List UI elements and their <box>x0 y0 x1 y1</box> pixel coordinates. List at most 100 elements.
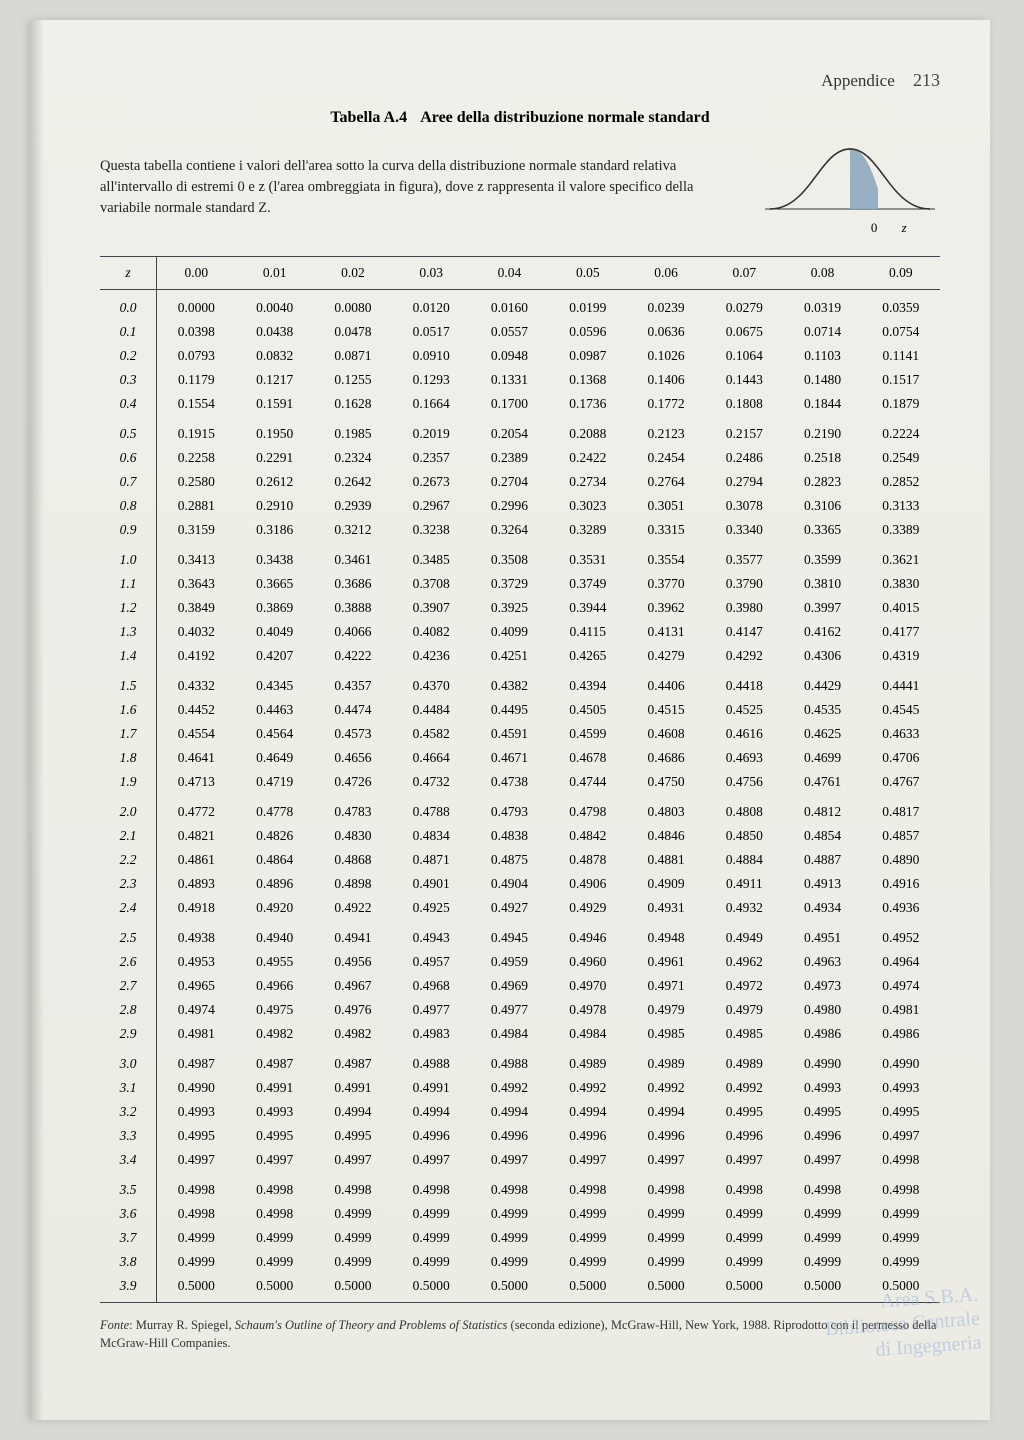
z-cell: 0.0319 <box>783 290 861 321</box>
z-cell: 0.0754 <box>862 320 940 344</box>
z-cell: 0.4744 <box>549 770 627 794</box>
z-cell: 0.4406 <box>627 668 705 698</box>
z-cell: 0.4981 <box>862 998 940 1022</box>
col-header-cell: 0.05 <box>549 257 627 290</box>
z-cell: 0.1664 <box>392 392 470 416</box>
z-cell: 0.4987 <box>314 1046 392 1076</box>
z-cell: 0.4357 <box>314 668 392 698</box>
z-cell: 0.4927 <box>470 896 548 920</box>
z-cell: 0.4964 <box>862 950 940 974</box>
z-cell: 0.4803 <box>627 794 705 824</box>
z-cell: 0.4599 <box>549 722 627 746</box>
z-cell: 0.1736 <box>549 392 627 416</box>
z-cell: 0.2764 <box>627 470 705 494</box>
z-cell: 0.4826 <box>236 824 314 848</box>
z-cell: 0.3485 <box>392 542 470 572</box>
z-cell: 0.4922 <box>314 896 392 920</box>
z-row-label: 3.4 <box>100 1148 157 1172</box>
table-row: 0.80.28810.29100.29390.29670.29960.30230… <box>100 494 940 518</box>
z-cell: 0.3289 <box>549 518 627 542</box>
z-cell: 0.4929 <box>549 896 627 920</box>
z-cell: 0.3830 <box>862 572 940 596</box>
table-row: 0.90.31590.31860.32120.32380.32640.32890… <box>100 518 940 542</box>
z-cell: 0.4857 <box>862 824 940 848</box>
z-cell: 0.3577 <box>705 542 783 572</box>
appendix-label: Appendice <box>821 71 895 90</box>
z-cell: 0.4984 <box>470 1022 548 1046</box>
z-cell: 0.4986 <box>783 1022 861 1046</box>
col-header-cell: 0.04 <box>470 257 548 290</box>
col-header-cell: 0.06 <box>627 257 705 290</box>
z-cell: 0.4983 <box>392 1022 470 1046</box>
z-cell: 0.1179 <box>157 368 236 392</box>
z-cell: 0.3186 <box>236 518 314 542</box>
z-cell: 0.0438 <box>236 320 314 344</box>
z-cell: 0.3365 <box>783 518 861 542</box>
z-cell: 0.4988 <box>392 1046 470 1076</box>
z-cell: 0.4906 <box>549 872 627 896</box>
z-cell: 0.4545 <box>862 698 940 722</box>
page-number: 213 <box>913 70 940 90</box>
z-cell: 0.4999 <box>392 1202 470 1226</box>
z-cell: 0.4998 <box>392 1172 470 1202</box>
z-cell: 0.4999 <box>627 1226 705 1250</box>
z-cell: 0.4916 <box>862 872 940 896</box>
z-cell: 0.4999 <box>314 1202 392 1226</box>
z-cell: 0.1217 <box>236 368 314 392</box>
z-cell: 0.3315 <box>627 518 705 542</box>
z-row-label: 2.4 <box>100 896 157 920</box>
z-cell: 0.2794 <box>705 470 783 494</box>
z-cell: 0.4998 <box>705 1172 783 1202</box>
z-cell: 0.4979 <box>627 998 705 1022</box>
z-cell: 0.4991 <box>314 1076 392 1100</box>
z-cell: 0.4994 <box>549 1100 627 1124</box>
z-cell: 0.3413 <box>157 542 236 572</box>
z-cell: 0.4992 <box>627 1076 705 1100</box>
z-cell: 0.3665 <box>236 572 314 596</box>
table-row: 3.60.49980.49980.49990.49990.49990.49990… <box>100 1202 940 1226</box>
z-row-label: 1.3 <box>100 620 157 644</box>
curve-z-label: z <box>881 220 907 236</box>
z-cell: 0.4999 <box>627 1250 705 1274</box>
table-row: 1.90.47130.47190.47260.47320.47380.47440… <box>100 770 940 794</box>
z-row-label: 2.5 <box>100 920 157 950</box>
z-row-label: 3.8 <box>100 1250 157 1274</box>
z-row-label: 1.1 <box>100 572 157 596</box>
z-cell: 0.2967 <box>392 494 470 518</box>
z-cell: 0.4999 <box>549 1202 627 1226</box>
z-cell: 0.4998 <box>862 1172 940 1202</box>
z-cell: 0.1591 <box>236 392 314 416</box>
z-cell: 0.4834 <box>392 824 470 848</box>
z-cell: 0.4955 <box>236 950 314 974</box>
z-cell: 0.4591 <box>470 722 548 746</box>
z-cell: 0.4996 <box>627 1124 705 1148</box>
z-cell: 0.4998 <box>627 1172 705 1202</box>
z-cell: 0.4911 <box>705 872 783 896</box>
z-cell: 0.3023 <box>549 494 627 518</box>
z-cell: 0.4887 <box>783 848 861 872</box>
z-row-label: 1.7 <box>100 722 157 746</box>
z-cell: 0.5000 <box>470 1274 548 1303</box>
z-cell: 0.4999 <box>236 1226 314 1250</box>
table-row: 3.20.49930.49930.49940.49940.49940.49940… <box>100 1100 940 1124</box>
z-row-label: 2.6 <box>100 950 157 974</box>
z-cell: 0.3888 <box>314 596 392 620</box>
z-cell: 0.4999 <box>549 1226 627 1250</box>
z-cell: 0.0557 <box>470 320 548 344</box>
col-header-cell: 0.02 <box>314 257 392 290</box>
z-cell: 0.5000 <box>236 1274 314 1303</box>
z-cell: 0.4049 <box>236 620 314 644</box>
z-row-label: 0.9 <box>100 518 157 542</box>
z-cell: 0.3729 <box>470 572 548 596</box>
z-cell: 0.4909 <box>627 872 705 896</box>
z-cell: 0.0517 <box>392 320 470 344</box>
z-cell: 0.4994 <box>314 1100 392 1124</box>
z-cell: 0.1255 <box>314 368 392 392</box>
z-cell: 0.4678 <box>549 746 627 770</box>
fonte-label: Fonte <box>100 1318 129 1332</box>
z-cell: 0.5000 <box>705 1274 783 1303</box>
z-cell: 0.4990 <box>783 1046 861 1076</box>
z-cell: 0.4997 <box>470 1148 548 1172</box>
z-cell: 0.1443 <box>705 368 783 392</box>
z-cell: 0.4998 <box>314 1172 392 1202</box>
